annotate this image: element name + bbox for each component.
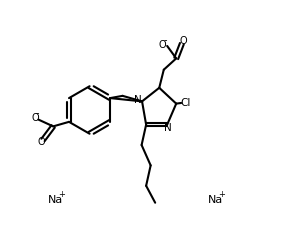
Text: N: N — [164, 123, 172, 133]
Text: O: O — [158, 40, 166, 50]
Text: -: - — [163, 35, 167, 45]
Text: O: O — [31, 113, 39, 123]
Text: N: N — [134, 95, 142, 105]
Text: O: O — [179, 36, 187, 46]
Text: Na: Na — [208, 196, 224, 205]
Text: Cl: Cl — [181, 98, 191, 107]
Text: +: + — [219, 190, 225, 199]
Text: Na: Na — [48, 196, 63, 205]
Text: +: + — [58, 190, 65, 199]
Text: -: - — [36, 108, 39, 118]
Text: O: O — [37, 137, 45, 147]
